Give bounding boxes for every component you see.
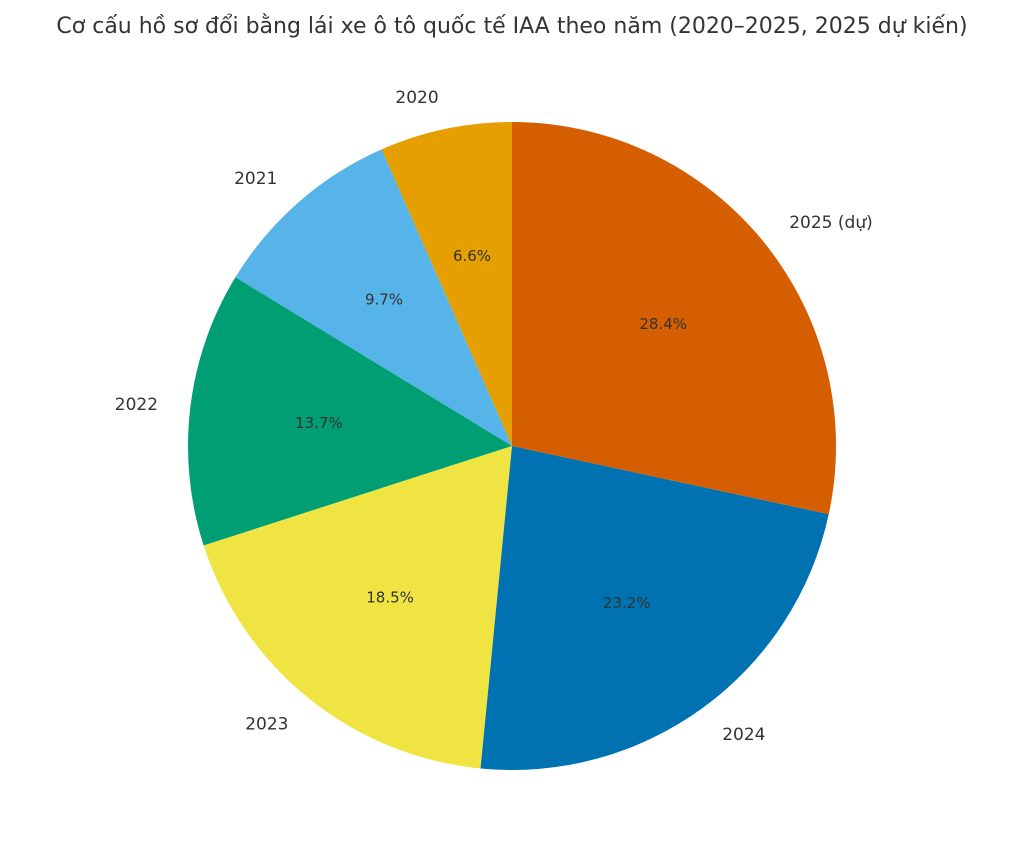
slice-percent-label: 28.4% <box>639 315 687 333</box>
slice-label: 2024 <box>722 725 765 745</box>
slice-label: 2022 <box>115 395 158 415</box>
slice-label: 2023 <box>245 715 288 735</box>
pie-slice-2023 <box>203 446 513 769</box>
slice-label: 2021 <box>234 169 277 189</box>
chart-title: Cơ cấu hồ sơ đổi bằng lái xe ô tô quốc t… <box>56 14 967 39</box>
pie-slice-2021 <box>235 149 512 446</box>
pie-slice-2022 <box>188 277 512 546</box>
slice-percent-label: 13.7% <box>295 414 343 432</box>
slice-label: 2020 <box>395 88 438 108</box>
pie-slice-2025 <box>512 122 837 515</box>
pie-slice-2020 <box>381 122 512 446</box>
slice-label: 2025 (dự) <box>789 213 873 233</box>
slice-percent-label: 9.7% <box>365 291 403 309</box>
slice-percent-label: 18.5% <box>366 588 414 606</box>
slice-percent-label: 6.6% <box>453 247 491 265</box>
pie-slice-2024 <box>480 446 829 771</box>
slice-percent-label: 23.2% <box>603 594 651 612</box>
